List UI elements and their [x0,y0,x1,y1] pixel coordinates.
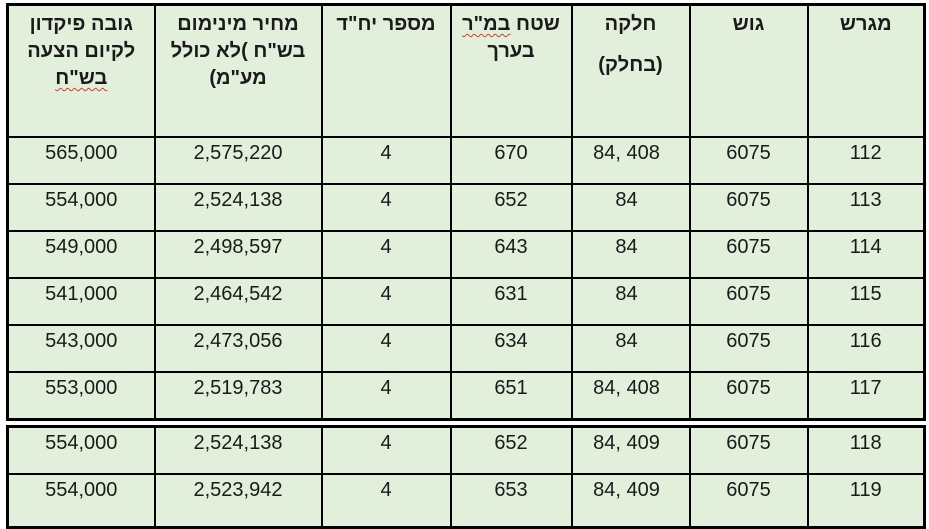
cell-block: 6075 [688,371,809,421]
table-row-lot-119: 119 6075 84, 409 653 4 2,523,942 554,000 [6,473,926,529]
header-plot: מגרש [806,3,926,138]
cell-parcel: 84, 408 [570,371,691,421]
cell-area: 651 [449,371,573,421]
cell-parcel: 84 [570,324,691,373]
header-deposit-label-line1: גובה פיקדון [29,13,133,35]
cell-area: 670 [449,136,573,185]
cell-parcel: 84, 409 [570,425,691,475]
header-parcel-label: חלקה [604,13,657,35]
header-area-label: שטח במ"ר [453,11,570,38]
cell-parcel: 84, 408 [570,136,691,185]
cell-area: 652 [449,425,573,475]
cell-parcel: 84 [570,277,691,326]
cell-deposit: 554,000 [6,425,156,475]
header-parcel: חלקה (בחלק) [570,3,691,138]
cell-units: 4 [320,183,452,232]
header-row: מגרש גוש חלקה (בחלק) שטח במ"ר בערך מספר … [6,3,926,138]
header-area-word2-misspelled: במ"ר [462,13,511,35]
header-area: שטח במ"ר בערך [449,3,573,138]
header-plot-label: מגרש [839,13,892,35]
table-row-lot-113: 113 6075 84 652 4 2,524,138 554,000 [6,183,926,232]
header-units-label: מספר יח"ד [336,13,436,35]
cell-price: 2,524,138 [153,183,323,232]
cell-area: 653 [449,473,573,529]
cell-units: 4 [320,136,452,185]
cell-area: 652 [449,183,573,232]
table-row-lot-116: 116 6075 84 634 4 2,473,056 543,000 [6,324,926,373]
cell-parcel: 84 [570,183,691,232]
cell-parcel: 84 [570,230,691,279]
cell-plot: 114 [806,230,926,279]
cell-units: 4 [320,371,452,421]
cell-plot: 118 [806,425,926,475]
cell-price: 2,498,597 [153,230,323,279]
lots-table-section-1: מגרש גוש חלקה (בחלק) שטח במ"ר בערך מספר … [6,3,926,421]
header-deposit-label-line2: לקיום הצעה [27,40,136,62]
cell-price: 2,464,542 [153,277,323,326]
cell-units: 4 [320,277,452,326]
cell-plot: 113 [806,183,926,232]
cell-price: 2,519,783 [153,371,323,421]
cell-area: 634 [449,324,573,373]
table-row-lot-112: 112 6075 84, 408 670 4 2,575,220 565,000 [6,136,926,185]
cell-units: 4 [320,230,452,279]
cell-deposit: 554,000 [6,183,156,232]
cell-block: 6075 [688,425,809,475]
cell-deposit: 565,000 [6,136,156,185]
cell-units: 4 [320,324,452,373]
cell-price: 2,524,138 [153,425,323,475]
cell-deposit: 541,000 [6,277,156,326]
header-block-label: גוש [732,13,765,35]
header-block: גוש [688,3,809,138]
cell-price: 2,473,056 [153,324,323,373]
header-deposit: גובה פיקדון לקיום הצעה בש"ח [6,3,156,138]
header-price-label-line1: מחיר מינימום [177,13,299,35]
header-price-label-line3: מע"מ) [209,67,267,89]
cell-block: 6075 [688,183,809,232]
lots-table-section-2: 118 6075 84, 409 652 4 2,524,138 554,000… [6,425,926,529]
cell-parcel: 84, 409 [570,473,691,529]
cell-plot: 112 [806,136,926,185]
cell-deposit: 549,000 [6,230,156,279]
table-row-lot-115: 115 6075 84 631 4 2,464,542 541,000 [6,277,926,326]
cell-price: 2,523,942 [153,473,323,529]
cell-plot: 116 [806,324,926,373]
cell-area: 631 [449,277,573,326]
header-price-label-line2: בש"ח )לא כולל [170,40,306,62]
cell-block: 6075 [688,230,809,279]
header-area-label-line2: בערך [487,40,535,62]
header-parcel-note: (בחלק) [598,54,663,76]
cell-block: 6075 [688,136,809,185]
header-area-word1: שטח [516,13,560,35]
header-deposit-label-line3-misspelled: בש"ח [55,67,108,89]
cell-block: 6075 [688,277,809,326]
cell-block: 6075 [688,473,809,529]
cell-plot: 115 [806,277,926,326]
table-row-lot-117: 117 6075 84, 408 651 4 2,519,783 553,000 [6,371,926,421]
cell-deposit: 554,000 [6,473,156,529]
cell-units: 4 [320,425,452,475]
cell-units: 4 [320,473,452,529]
cell-deposit: 543,000 [6,324,156,373]
header-price: מחיר מינימום בש"ח )לא כולל מע"מ) [153,3,323,138]
cell-area: 643 [449,230,573,279]
table-row-lot-118: 118 6075 84, 409 652 4 2,524,138 554,000 [6,425,926,475]
header-units: מספר יח"ד [320,3,452,138]
cell-price: 2,575,220 [153,136,323,185]
cell-plot: 117 [806,371,926,421]
table-row-lot-114: 114 6075 84 643 4 2,498,597 549,000 [6,230,926,279]
cell-plot: 119 [806,473,926,529]
cell-deposit: 553,000 [6,371,156,421]
cell-block: 6075 [688,324,809,373]
